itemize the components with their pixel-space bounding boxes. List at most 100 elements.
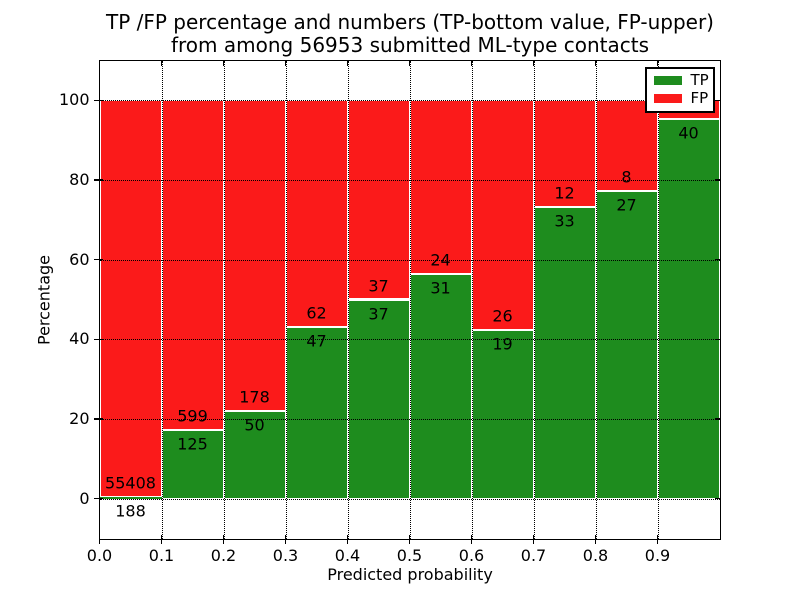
gridline-y-60 [99, 259, 720, 261]
bar-segment-fp-6 [471, 100, 534, 331]
legend-label-fp: FP [690, 88, 709, 107]
gridline-x-0.1 [161, 60, 163, 539]
bar-segment-fp-1 [161, 100, 224, 430]
plot-area: TP FP 0.0 0.1 0.2 0.3 0.4 0.5 0.6 0.7 0.8 0.9 0 20 40… [59, 59, 721, 565]
bar-segment-tp-2 [223, 411, 286, 499]
legend-label-tp: TP [690, 71, 709, 90]
tp-count-label-7: 33 [554, 211, 575, 231]
x-tick-label-0.8: 0.8 [582, 545, 609, 565]
tp-count-label-4: 37 [368, 304, 389, 323]
fp-count-label-0: 55408 [105, 473, 156, 493]
x-tick-label-0.4: 0.4 [334, 545, 361, 565]
bar-segment-fp-5 [409, 100, 472, 275]
fp-count-label-2: 178 [239, 387, 270, 407]
y-tick-label-20: 20 [69, 409, 90, 428]
tp-count-label-8: 27 [616, 195, 637, 215]
x-tick-label-0.6: 0.6 [458, 545, 485, 565]
x-tick-mark [532, 534, 535, 544]
tp-count-label-0: 188 [115, 501, 146, 521]
x-tick-mark-top [346, 60, 349, 66]
y-tick-label-100: 100 [58, 90, 90, 110]
x-tick-mark-top [160, 60, 163, 66]
y-tick-mark-right [714, 99, 720, 102]
gridline-y-40 [99, 339, 720, 341]
chart-title-line1: TP /FP percentage and numbers (TP-bottom… [106, 10, 714, 34]
fp-count-label-7: 12 [554, 183, 575, 203]
fp-count-label-4: 37 [368, 276, 389, 295]
x-tick-mark-top [656, 60, 659, 66]
bar-segment-tp-9 [657, 119, 720, 499]
y-tick-mark [94, 258, 103, 261]
bar-segment-tp-7 [533, 206, 596, 499]
bar-segment-tp-3 [285, 326, 348, 499]
legend: TP FP [644, 66, 715, 113]
fp-count-label-3: 62 [306, 303, 327, 323]
fp-count-label-1: 599 [177, 406, 208, 426]
bar-segment-tp-6 [471, 330, 534, 499]
gridline-y-0 [99, 498, 720, 500]
legend-swatch-fp [653, 93, 682, 103]
bar-segment-fp-3 [285, 100, 348, 327]
y-tick-label-0: 0 [79, 488, 90, 508]
x-tick-label-0.3: 0.3 [272, 545, 299, 565]
x-tick-label-0.7: 0.7 [520, 545, 547, 565]
gridline-x-0.2 [223, 60, 225, 539]
bar-segment-tp-4 [347, 299, 410, 499]
x-tick-label-0.0: 0.0 [86, 545, 113, 565]
x-tick-mark [408, 534, 411, 544]
x-tick-mark [470, 534, 473, 544]
chart-title-line2: from among 56953 submitted ML-type conta… [170, 33, 650, 57]
x-axis-label: Predicted probability [327, 565, 493, 584]
bar-segment-fp-0 [99, 100, 162, 498]
fp-count-label-8: 8 [621, 167, 632, 187]
gridline-x-0.3 [285, 60, 287, 539]
legend-swatch-tp [653, 76, 682, 86]
tp-count-label-9: 40 [678, 123, 699, 143]
x-tick-label-0.2: 0.2 [210, 545, 237, 565]
x-tick-mark-top [98, 60, 101, 66]
tp-count-label-5: 31 [430, 278, 451, 298]
tp-count-label-3: 47 [306, 331, 327, 351]
bar-segment-fp-2 [223, 100, 286, 412]
x-tick-mark-top [222, 60, 225, 66]
tp-count-label-1: 125 [177, 434, 208, 454]
fp-count-label-5: 24 [430, 250, 451, 270]
x-tick-label-0.5: 0.5 [396, 545, 423, 565]
fp-count-label-6: 26 [492, 306, 513, 326]
y-tick-mark [94, 99, 103, 102]
y-tick-label-60: 60 [69, 249, 90, 269]
bar-segment-tp-8 [595, 191, 658, 499]
gridline-x-0.5 [409, 60, 411, 539]
gridline-x-0.9 [657, 60, 659, 539]
x-tick-label-0.1: 0.1 [148, 545, 175, 565]
y-tick-mark-right [714, 258, 720, 261]
y-tick-label-80: 80 [69, 170, 90, 189]
tp-count-label-2: 50 [244, 415, 265, 435]
x-tick-mark-top [408, 60, 411, 66]
x-tick-mark-top [470, 60, 473, 66]
x-tick-mark [160, 534, 163, 544]
bar-segment-fp-4 [347, 100, 410, 300]
legend-entry-fp: FP [653, 88, 709, 107]
x-tick-mark [656, 534, 659, 544]
x-tick-mark [98, 534, 101, 544]
bar-segment-tp-0 [99, 497, 162, 499]
x-tick-mark-top [532, 60, 535, 66]
y-tick-mark [94, 179, 103, 181]
gridline-x-0.4 [347, 60, 349, 539]
x-tick-mark [284, 534, 287, 544]
tp-count-label-6: 19 [492, 334, 513, 354]
gridline-x-0.7 [533, 60, 535, 539]
gridline-y-20 [99, 419, 720, 420]
bar-segment-tp-5 [409, 274, 472, 499]
y-tick-mark [94, 338, 103, 341]
y-tick-mark-right [714, 179, 720, 181]
x-tick-mark [222, 534, 225, 544]
chart-title: TP /FP percentage and numbers (TP-bottom… [100, 11, 720, 57]
x-tick-mark [346, 534, 349, 544]
y-tick-mark [94, 418, 103, 420]
legend-entry-tp: TP [653, 71, 709, 90]
x-tick-mark-top [284, 60, 287, 66]
y-tick-mark-right [714, 497, 720, 500]
y-tick-mark [94, 497, 103, 500]
